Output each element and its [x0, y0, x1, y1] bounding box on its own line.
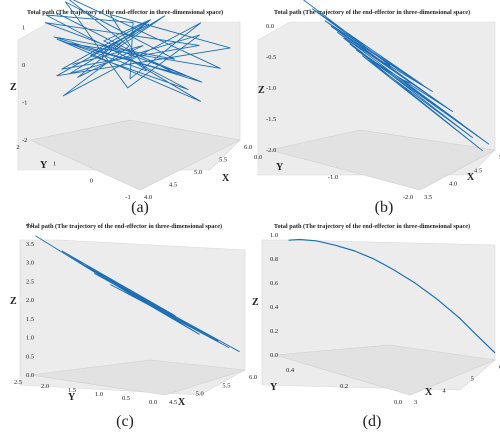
panel-a-y-tick-label: 1	[53, 161, 56, 168]
panel-d-x-tick-label: 4	[442, 387, 446, 394]
panel-b-z-tick-label: 0.0	[266, 23, 274, 30]
panel-a-x-tick-label: 4.0	[144, 194, 152, 201]
panel-d-y-tick-label: 0.4	[286, 367, 295, 374]
panel-c-x-tick-label: 5.0	[196, 391, 204, 398]
panel-c-z-tick-label: 3.0	[26, 260, 34, 267]
panel-c-z-tick-label: 3.5	[26, 241, 34, 248]
panel-c-z-tick-label: 1.0	[26, 335, 34, 342]
panel-a-zlabel: Z	[10, 82, 17, 93]
panel-b-x-tick-label: 3.5	[424, 194, 432, 201]
panel-c-y-tick-label: 2.5	[14, 379, 22, 386]
panel-b-z-tick-label: -2.0	[266, 147, 276, 154]
panel-b-trajectory-line	[302, 0, 490, 152]
panel-a-z-tick-label: -1	[22, 100, 27, 107]
panel-a-x-tick-label: 5.5	[219, 157, 227, 164]
panel-a-trajectory-line	[44, 0, 231, 102]
panel-c-floor	[29, 359, 246, 396]
panel-a-y-tick-label: 2	[16, 144, 19, 151]
panel-c-plot: 0.0 0.5 1.0 1.5 2.0 2.5 3.0 3.5 4.0 4.5 5.0 5.5 6.0 0…	[14, 222, 257, 406]
panel-a-x-tick-label: 5.0	[194, 169, 202, 176]
panel-a-x-tick-label: 4.5	[169, 182, 177, 189]
panel-b-caption: (b)	[375, 199, 394, 216]
panel-d-title: Total path (The trajectory of the end-ef…	[274, 223, 470, 230]
panel-a-z-tick-label: 0	[22, 62, 25, 69]
panel-a-title: Total path (The trajectory of the end-ef…	[27, 9, 223, 16]
panel-d: Total path (The trajectory of the end-ef…	[252, 223, 500, 430]
panel-b-y-tick-label: 0.0	[254, 154, 262, 161]
panel-b-z-tick-label: -1.0	[266, 85, 276, 92]
panel-b: Total path (The trajectory of the end-ef…	[254, 0, 500, 216]
panel-b-floor	[269, 129, 496, 191]
panel-c-z-tick-label: 1.5	[26, 316, 34, 323]
panel-d-plot: 0.00.20.40.60.81.034560.00.20.4	[270, 232, 500, 406]
panel-c-x-tick-label: 4.5	[169, 399, 177, 406]
panel-a-caption: (a)	[131, 199, 149, 216]
panel-b-zlabel: Z	[258, 85, 265, 96]
panel-a-z-tick-label: 1	[22, 25, 25, 32]
panel-c-caption: (c)	[116, 413, 134, 430]
panel-c-xlabel: X	[178, 397, 186, 408]
panel-d-z-tick-label: 0.0	[270, 352, 278, 359]
panel-c-z-tick-label: 2.0	[26, 297, 34, 304]
panel-c-x-tick-label: 5.5	[222, 382, 230, 389]
panel-c-z-tick-label: 4.0	[26, 222, 34, 229]
panel-d-caption: (d)	[363, 413, 382, 430]
panel-d-z-tick-label: 0.6	[270, 280, 279, 287]
panel-b-y-tick-label: -1.0	[328, 174, 338, 181]
panel-d-z-tick-label: 0.2	[270, 328, 278, 335]
panel-a-x-tick-label: 6.0	[244, 144, 252, 151]
panel-c-z-tick-label: 0.5	[26, 353, 34, 360]
panel-a-ylabel: Y	[40, 160, 48, 171]
panel-d-zlabel: Z	[252, 297, 259, 308]
panel-b-z-tick-label: -0.5	[266, 54, 276, 61]
panel-d-y-tick-label: 0.2	[340, 383, 348, 390]
panel-c-x-tick-label: 6.0	[249, 374, 257, 381]
panel-c-y-tick-label: 1.5	[68, 387, 76, 394]
panel-d-z-tick-label: 0.4	[270, 304, 279, 311]
panel-d-xlabel: X	[425, 387, 433, 398]
panel-d-trajectory-line	[288, 238, 496, 354]
panel-b-x-tick-label: 4.5	[474, 167, 482, 174]
panel-b-plot: -2.0-1.5-1.0-0.50.00.53.54.04.55.0-2.0-1…	[254, 0, 500, 201]
panel-c-y-tick-label: 0.5	[122, 395, 130, 402]
panel-c-ylabel: Y	[68, 392, 76, 403]
panel-c-title: Total path (The trajectory of the end-ef…	[26, 223, 222, 230]
panel-d-ylabel: Y	[270, 382, 278, 393]
panel-b-xlabel: X	[467, 172, 475, 183]
panel-a-floor	[29, 119, 241, 191]
panel-c-z-tick-label: 2.5	[26, 278, 34, 285]
panel-b-x-tick-label: 4.0	[449, 181, 457, 188]
panel-c: Total path (The trajectory of the end-ef…	[10, 222, 257, 430]
panel-c-z-tick-label: 0.0	[26, 372, 34, 379]
panel-b-z-tick-label: -1.5	[266, 116, 276, 123]
panel-a-z-tick-label: -2	[22, 137, 27, 144]
panel-c-y-tick-label: 0.0	[149, 399, 157, 406]
panel-a: Total path (The trajectory of the end-ef…	[10, 0, 252, 216]
panel-b-y-tick-label: -2.0	[403, 194, 413, 201]
panel-d-z-tick-label: 0.8	[270, 256, 278, 263]
panel-d-z-tick-label: 1.0	[270, 232, 278, 239]
panel-c-trajectory-line	[35, 235, 240, 353]
panel-d-x-tick-label: 3	[414, 399, 417, 406]
panel-a-xlabel: X	[222, 173, 230, 184]
panel-a-y-tick-label: 0	[90, 177, 93, 184]
panel-b-ylabel: Y	[276, 162, 284, 173]
panel-b-title: Total path (The trajectory of the end-ef…	[274, 9, 470, 16]
panel-d-y-tick-label: 0.0	[394, 399, 402, 406]
panel-c-zlabel: Z	[10, 296, 17, 307]
panel-d-x-tick-label: 5	[471, 376, 474, 383]
panel-c-y-tick-label: 1.0	[95, 391, 103, 398]
panel-c-y-tick-label: 2.0	[41, 383, 49, 390]
panel-d-floor	[274, 344, 497, 396]
panel-a-y-tick-label: -1	[125, 194, 130, 201]
